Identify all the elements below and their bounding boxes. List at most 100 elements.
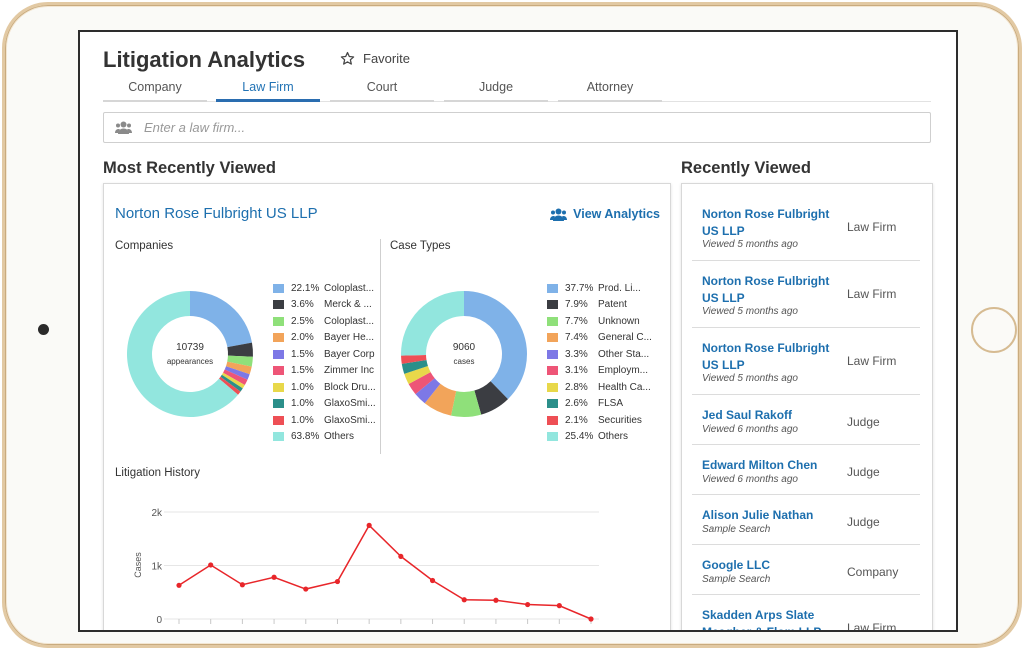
companies-legend-item[interactable]: 1.5% Bayer Corp	[273, 346, 376, 363]
case-types-legend-item[interactable]: 7.7% Unknown	[547, 313, 652, 330]
recent-item-name[interactable]: Norton Rose Fulbright US LLP	[702, 340, 847, 373]
recently-viewed-item[interactable]: Skadden Arps Slate Meagher & Flom LLP Law …	[692, 595, 920, 632]
people-icon	[115, 121, 132, 134]
recently-viewed-item[interactable]: Jed Saul Rakoff Viewed 6 months ago Judge	[692, 395, 920, 445]
legend-percent: 25.4%	[565, 431, 594, 443]
history-data-point[interactable]	[239, 582, 245, 588]
case-types-slice[interactable]	[401, 359, 428, 374]
legend-percent: 7.9%	[565, 299, 588, 311]
recently-viewed-item[interactable]: Google LLC Sample Search Company	[692, 545, 920, 595]
history-data-point[interactable]	[588, 616, 594, 622]
legend-swatch	[273, 300, 284, 310]
legend-percent: 37.7%	[565, 282, 594, 294]
history-data-point[interactable]	[429, 577, 436, 584]
case-types-slice[interactable]	[464, 291, 527, 400]
recently-viewed-item[interactable]: Norton Rose Fulbright US LLP Viewed 5 mont…	[692, 194, 920, 261]
case-types-legend-item[interactable]: 7.9% Patent	[547, 297, 652, 314]
companies-legend-item[interactable]: 1.5% Zimmer Inc	[273, 363, 376, 380]
companies-slice[interactable]	[227, 342, 253, 357]
history-data-point[interactable]	[176, 582, 182, 588]
legend-percent: 7.4%	[565, 332, 588, 344]
tab-judge[interactable]: Judge	[444, 80, 548, 102]
case-types-slice[interactable]	[424, 383, 457, 416]
legend-swatch	[273, 316, 284, 326]
case-types-heading: Case Types	[390, 240, 451, 252]
history-data-point[interactable]	[303, 586, 309, 592]
case-types-legend-item[interactable]: 3.1% Employm...	[547, 363, 652, 380]
case-types-legend-item[interactable]: 25.4% Others	[547, 429, 652, 446]
view-analytics-button[interactable]: View Analytics	[550, 207, 660, 221]
recently-viewed-item[interactable]: Alison Julie Nathan Sample Search Judge	[692, 495, 920, 545]
legend-label: FLSA	[598, 398, 624, 410]
case-types-legend-item[interactable]: 3.3% Other Sta...	[547, 346, 652, 363]
history-data-point[interactable]	[366, 522, 372, 528]
y-tick-label: 2k	[151, 508, 163, 519]
companies-legend-item[interactable]: 1.0% GlaxoSmi...	[273, 396, 376, 413]
recently-viewed-item[interactable]: Edward Milton Chen Viewed 6 months ago Jud…	[692, 445, 920, 495]
companies-slice[interactable]	[221, 372, 245, 389]
case-types-slice[interactable]	[401, 354, 427, 364]
companies-slice[interactable]	[223, 369, 248, 386]
companies-slice[interactable]	[220, 374, 243, 392]
favorite-button[interactable]: Favorite	[340, 51, 410, 66]
case-types-slice[interactable]	[451, 390, 482, 417]
case-types-legend-item[interactable]: 7.4% General C...	[547, 330, 652, 347]
legend-swatch	[547, 366, 558, 376]
companies-legend-item[interactable]: 22.1% Coloplast...	[273, 280, 376, 297]
history-data-point[interactable]	[461, 597, 467, 603]
recent-item-name[interactable]: Edward Milton Chen	[702, 457, 847, 474]
case-types-slice[interactable]	[415, 378, 441, 404]
firm-name-link[interactable]: Norton Rose Fulbright US LLP	[115, 205, 318, 222]
companies-legend-item[interactable]: 1.0% Block Dru...	[273, 379, 376, 396]
companies-slice[interactable]	[225, 361, 252, 375]
legend-label: Unknown	[598, 315, 640, 327]
history-data-point[interactable]	[493, 597, 499, 603]
recent-item-name[interactable]: Skadden Arps Slate Meagher & Flom LLP	[702, 607, 847, 632]
history-data-point[interactable]	[271, 574, 277, 580]
case-types-slice[interactable]	[401, 291, 464, 356]
recent-item-name[interactable]: Norton Rose Fulbright US LLP	[702, 206, 847, 239]
search-input[interactable]	[144, 120, 844, 135]
tab-attorney[interactable]: Attorney	[558, 80, 662, 102]
case-types-slice[interactable]	[404, 365, 431, 385]
tab-company[interactable]: Company	[103, 80, 207, 102]
tab-court[interactable]: Court	[330, 80, 434, 102]
companies-legend-item[interactable]: 2.5% Coloplast...	[273, 313, 376, 330]
recent-item-name-line: Skadden Arps Slate	[702, 608, 815, 622]
recently-viewed-heading: Recently Viewed	[681, 159, 811, 177]
legend-percent: 2.5%	[291, 315, 314, 327]
camera-icon	[38, 324, 49, 335]
companies-legend-item[interactable]: 1.0% GlaxoSmi...	[273, 412, 376, 429]
companies-slice[interactable]	[126, 291, 239, 417]
companies-slice[interactable]	[224, 366, 250, 380]
case-types-legend-item[interactable]: 2.1% Securities	[547, 412, 652, 429]
recent-item-name[interactable]: Google LLC	[702, 557, 847, 574]
recent-item-name[interactable]: Alison Julie Nathan	[702, 507, 847, 524]
case-types-slice[interactable]	[474, 381, 508, 415]
history-data-point[interactable]	[208, 562, 214, 568]
companies-slice[interactable]	[218, 376, 241, 395]
companies-slice[interactable]	[190, 291, 252, 348]
case-types-legend-item[interactable]: 2.6% FLSA	[547, 396, 652, 413]
companies-legend-item[interactable]: 63.8% Others	[273, 429, 376, 446]
companies-legend-item[interactable]: 3.6% Merck & ...	[273, 297, 376, 314]
recently-viewed-item[interactable]: Norton Rose Fulbright US LLP Viewed 5 mont…	[692, 328, 920, 395]
history-data-point[interactable]	[525, 601, 531, 608]
history-data-point[interactable]	[398, 553, 404, 560]
tab-law-firm[interactable]: Law Firm	[216, 80, 320, 102]
recent-item-type: Judge	[847, 515, 880, 529]
recent-item-name-line: Meagher & Flom LLP	[702, 624, 822, 632]
case-types-slice[interactable]	[408, 372, 435, 395]
case-types-legend-item[interactable]: 2.8% Health Ca...	[547, 379, 652, 396]
companies-slice[interactable]	[227, 355, 253, 367]
search-box	[103, 112, 931, 143]
history-data-point[interactable]	[556, 603, 562, 609]
companies-legend-item[interactable]: 2.0% Bayer He...	[273, 330, 376, 347]
home-button[interactable]	[971, 307, 1017, 353]
recent-item-name[interactable]: Jed Saul Rakoff	[702, 407, 847, 424]
recent-item-name[interactable]: Norton Rose Fulbright US LLP	[702, 273, 847, 306]
case-types-legend-item[interactable]: 37.7% Prod. Li...	[547, 280, 652, 297]
history-data-point[interactable]	[334, 578, 341, 585]
recently-viewed-item[interactable]: Norton Rose Fulbright US LLP Viewed 5 mont…	[692, 261, 920, 328]
legend-percent: 22.1%	[291, 282, 320, 294]
